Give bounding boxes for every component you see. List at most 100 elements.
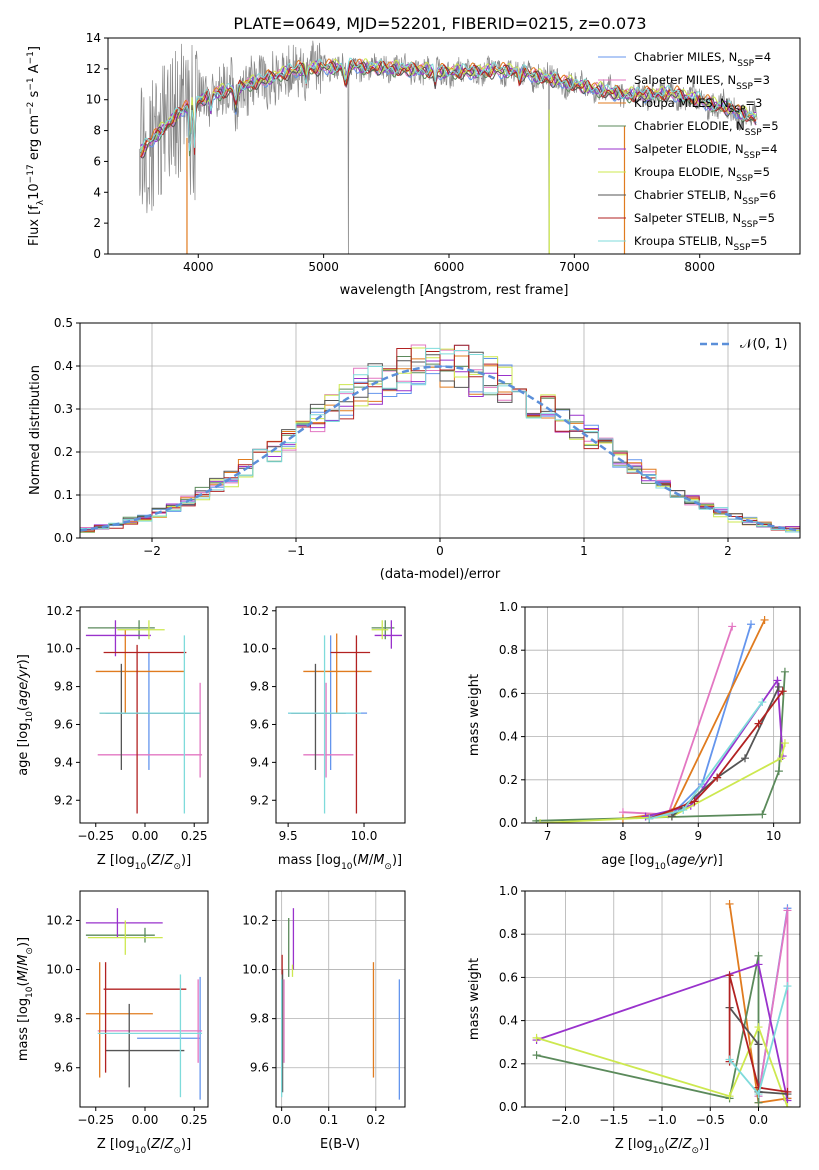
panel-ebv-mass: 0.0 0.1 0.2 9.6 9.8 10.0 10.2 E(B-V) [242,890,406,1152]
y-tick-label: 10.0 [242,963,269,977]
panel-residuals: −2 −1 0 1 2 0.0 0.1 0.2 0.3 0.4 0.5 𝒩(0, 1) (data-mo… [28,316,801,582]
model-spectrum [140,58,757,153]
y-tick-label: 9.6 [250,717,269,731]
y-axis-label: mass weight [467,674,482,756]
y-tick-label: 0.8 [499,643,518,657]
x-axis-label: wavelength [Angstrom, rest frame] [340,283,569,298]
weight-point [783,1103,792,1107]
y-tick-label: 9.6 [250,1061,269,1075]
y-tick-label: 14 [86,31,101,45]
plot-area [80,344,800,533]
y-tick-label: 0.3 [54,402,73,416]
y-tick-label: 2 [93,216,101,230]
weight-point [532,1033,541,1042]
x-tick-label: 0.00 [132,1113,159,1127]
y-tick-label: 9.2 [54,793,73,807]
weight-point [758,810,767,819]
y-tick-label: 12 [86,62,101,76]
weight-point [774,682,783,691]
x-tick-label: 1 [580,544,588,558]
plot-area [85,908,203,1100]
axes-frame [79,606,209,824]
x-tick-label: 8 [619,829,627,843]
weight-point [725,1092,734,1101]
weight-line [536,1024,789,1107]
x-tick-label: 0 [436,544,444,558]
y-tick-label: 10.2 [242,913,269,927]
weight-point [667,812,676,821]
observed-spectrum [138,40,758,254]
legend-entry: Salpeter STELIB, NSSP=5 [634,211,775,230]
y-tick-label: 1.0 [499,600,518,614]
weight-point [754,1023,763,1032]
weight-point [778,687,787,696]
y-tick-label: 0.0 [499,1100,518,1114]
y-tick-label: 10.0 [46,963,73,977]
x-tick-label: −2 [143,544,161,558]
axes-frame [275,606,406,824]
y-tick-label: 4 [93,185,101,199]
legend-entry: Chabrier MILES, NSSP=4 [634,50,771,69]
weight-point [725,971,734,980]
legend-entry: Salpeter MILES, NSSP=3 [634,73,770,92]
y-tick-label: 9.2 [250,793,269,807]
y-axis-label: Flux [fλ10−17 erg cm−2 s−1 A−1] [26,46,46,246]
weight-point [725,899,734,908]
weight-point [754,951,763,960]
x-tick-label: 0.00 [132,829,159,843]
y-tick-label: 9.8 [250,680,269,694]
weight-point [713,773,722,782]
figure-title: PLATE=0649, MJD=52201, FIBERID=0215, z=0… [233,14,646,33]
plot-area [532,615,789,823]
x-tick-label: 0.25 [181,1113,208,1127]
x-tick-label: 10 [766,829,781,843]
panel-z-mass: −0.25 0.00 0.25 9.6 9.8 10.0 10.2 Z [log10(Z/Z⊙… [16,890,209,1156]
y-tick-label: 9.8 [54,1012,73,1026]
weight-point [773,676,782,685]
y-tick-label: 10.2 [46,604,73,618]
x-tick-label: 0.2 [366,1113,385,1127]
y-tick-label: 10 [86,93,101,107]
x-tick-label: 4000 [183,260,214,274]
weight-line [728,974,788,1093]
weight-line [648,690,784,820]
x-axis-label: Z [log10(Z/Z⊙)] [97,853,191,872]
y-tick-label: 0.5 [54,316,73,330]
y-tick-label: 0.8 [499,927,518,941]
y-tick-label: 0.0 [54,531,73,545]
x-tick-label: 8000 [684,260,715,274]
chart-panels: 4000 5000 6000 7000 800002468101214wavelengt… [16,31,801,1156]
x-tick-label: −1.0 [647,1113,676,1127]
y-tick-label: 0.6 [499,970,518,984]
x-axis-label: (data-model)/error [380,567,501,582]
y-tick-label: 8 [93,124,101,138]
y-tick-label: 10.0 [242,642,269,656]
x-tick-label: 6000 [434,260,465,274]
weight-line [540,742,786,823]
y-tick-label: 10.2 [242,604,269,618]
weight-point [754,1098,763,1107]
panel-z-weight: −2.0 −1.5 −1.0 −0.5 0.0 0.0 0.2 0.4 0.6 0.8 1.0 Z [… [467,884,801,1156]
x-tick-label: −0.5 [696,1113,725,1127]
legend-entry: Chabrier STELIB, NSSP=6 [634,188,776,207]
y-tick-label: 0.2 [499,1057,518,1071]
x-tick-label: 0.1 [319,1113,338,1127]
y-tick-label: 0.0 [499,816,518,830]
axes-frame [107,37,801,255]
weight-line [536,671,786,822]
y-tick-label: 1.0 [499,884,518,898]
y-tick-label: 9.8 [250,1012,269,1026]
x-tick-label: 0.0 [749,1113,768,1127]
y-tick-label: 0 [93,247,101,261]
panel-z-age: −0.25 0.00 0.25 9.2 9.4 9.6 9.8 10.0 10.2 Z [log1… [16,604,209,872]
x-tick-label: 5000 [308,260,339,274]
y-axis-label: Normed distribution [28,365,43,495]
x-tick-label: 9.5 [279,829,298,843]
weight-point [783,982,792,991]
weight-point [780,739,789,748]
model-spectrum [140,61,757,159]
x-axis-label: age [log10(age/yr)] [601,853,723,872]
x-tick-label: 0.0 [272,1113,291,1127]
weight-point [645,814,654,823]
legend-entry: Salpeter ELODIE, NSSP=4 [634,142,777,161]
